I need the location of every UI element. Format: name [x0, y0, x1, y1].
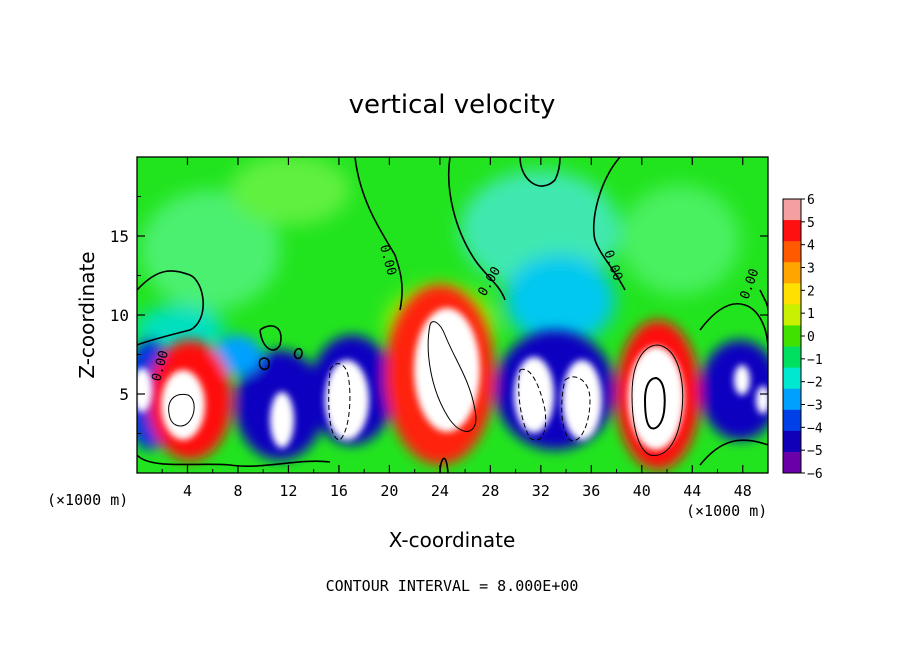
colorbar-swatch	[783, 430, 801, 453]
x-unit-left: (×1000 m)	[47, 491, 128, 509]
y-axis-label: Z-coordinate	[75, 251, 99, 378]
core-region	[562, 360, 602, 440]
colorbar-tick-label: 6	[807, 193, 815, 208]
positive-contour	[427, 321, 477, 432]
colorbar-tick-label: −4	[807, 421, 823, 436]
core-region	[628, 346, 684, 450]
colorbar-tick-label: −2	[807, 376, 823, 391]
positive-contour	[644, 376, 666, 430]
colorbar-tick-label: 1	[807, 307, 815, 322]
zero-contour	[258, 357, 270, 371]
zero-contour	[592, 157, 626, 291]
colorbar-swatch	[783, 241, 801, 263]
colorbar-tick-label: −5	[807, 444, 823, 459]
y-tick-label: 15	[110, 227, 129, 246]
core-region	[414, 308, 480, 432]
x-tick-label: 32	[532, 482, 550, 500]
core-region	[270, 392, 294, 448]
x-tick-label: 36	[582, 482, 600, 500]
colorbar-tick-label: −6	[807, 467, 823, 482]
x-tick-label: 16	[330, 482, 348, 500]
zero-contour	[354, 157, 403, 311]
core-region	[161, 370, 205, 440]
y-tick-label: 5	[119, 385, 129, 404]
x-unit-right: (×1000 m)	[686, 502, 767, 520]
zero-contour	[447, 157, 506, 301]
field-blob	[137, 305, 225, 355]
downdraft-region	[212, 335, 262, 375]
y-axis: 5 10 15	[110, 196, 768, 434]
zero-contour	[137, 270, 204, 346]
chart-title: vertical velocity	[349, 90, 556, 120]
x-tick-label: 48	[734, 482, 752, 500]
colorbar-swatch	[783, 451, 801, 474]
x-axis: 4 8 12 16 20 24 28 32 36 40 44 48	[161, 157, 752, 500]
field-blob	[140, 190, 280, 310]
core-region	[756, 386, 768, 414]
negative-contour	[561, 376, 591, 442]
colorbar-tick-label: 4	[807, 239, 815, 254]
zero-contour	[519, 157, 561, 187]
x-tick-label: 20	[380, 482, 398, 500]
x-axis-label: X-coordinate	[389, 528, 516, 552]
x-tick-label: 44	[683, 482, 701, 500]
zero-contour	[699, 303, 768, 351]
colorbar-tick-label: 3	[807, 262, 815, 277]
colorbar-swatch	[783, 346, 801, 369]
x-tick-label: 4	[183, 482, 192, 500]
x-tick-label: 12	[279, 482, 297, 500]
velocity-field: 0.00 0.00 0.00 0.00 0.00	[137, 157, 768, 473]
contour-interval-text: CONTOUR INTERVAL = 8.000E+00	[326, 577, 579, 595]
colorbar-tick-label: −3	[807, 399, 823, 414]
x-tick-label: 8	[233, 482, 242, 500]
colorbar: 6 5 4 3 2 1 0 −1 −2 −3 −4 −5 −6	[782, 193, 823, 482]
negative-contour	[328, 363, 351, 441]
core-region	[137, 368, 152, 412]
colorbar-swatch	[783, 388, 801, 411]
colorbar-swatch	[783, 199, 801, 221]
colorbar-swatch	[783, 283, 801, 305]
field-blob	[230, 157, 350, 225]
field-blob	[505, 255, 615, 345]
colorbar-tick-label: 2	[807, 284, 815, 299]
positive-contour	[168, 393, 195, 427]
colorbar-swatch	[783, 304, 801, 326]
colorbar-swatch	[783, 367, 801, 390]
colorbar-swatch	[783, 409, 801, 432]
x-tick-label: 40	[633, 482, 651, 500]
core-region	[734, 365, 750, 395]
zero-contour	[293, 347, 303, 360]
zero-contour	[137, 454, 331, 468]
colorbar-tick-label: 0	[807, 330, 815, 345]
y-tick-label: 10	[110, 306, 129, 325]
downdraft-region	[700, 340, 768, 440]
x-tick-label: 28	[481, 482, 499, 500]
colorbar-tick-label: −1	[807, 353, 823, 368]
core-region	[325, 360, 369, 440]
colorbar-swatch	[783, 325, 801, 348]
negative-contour	[518, 368, 547, 441]
positive-contour	[631, 344, 684, 456]
colorbar-swatch	[783, 220, 801, 242]
colorbar-tick-label: 5	[807, 216, 815, 231]
field-blob	[620, 185, 740, 295]
zero-contour	[259, 325, 282, 351]
core-region	[514, 357, 554, 433]
zero-contour	[699, 439, 768, 466]
x-tick-label: 24	[431, 482, 449, 500]
colorbar-swatch	[783, 262, 801, 284]
